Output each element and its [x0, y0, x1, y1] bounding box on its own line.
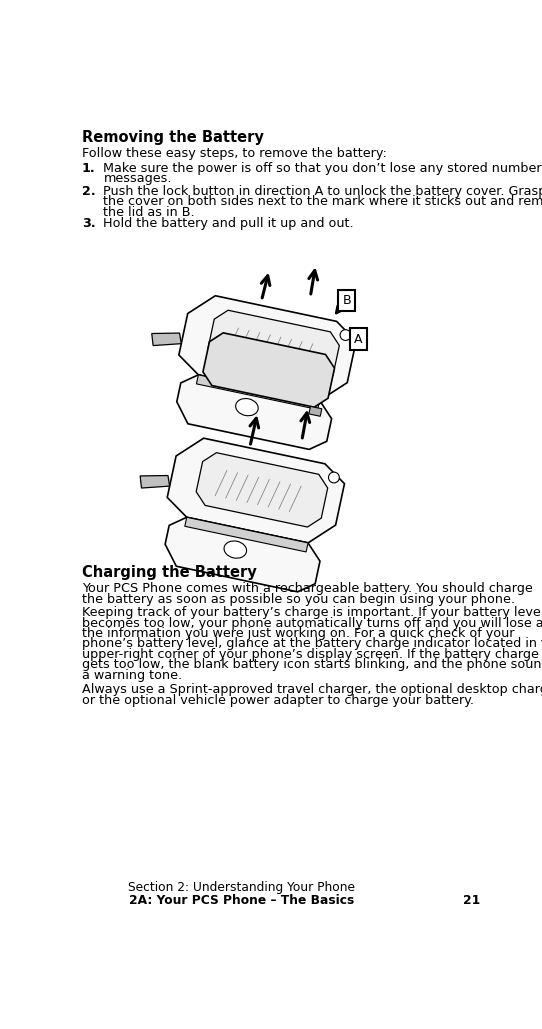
Text: Hold the battery and pull it up and out.: Hold the battery and pull it up and out. [104, 217, 354, 230]
Text: 2A: Your PCS Phone – The Basics: 2A: Your PCS Phone – The Basics [129, 894, 354, 908]
Polygon shape [165, 518, 320, 592]
Text: messages.: messages. [104, 173, 172, 185]
Text: Keeping track of your battery’s charge is important. If your battery level: Keeping track of your battery’s charge i… [82, 606, 542, 619]
Text: the battery as soon as possible so you can begin using your phone.: the battery as soon as possible so you c… [82, 593, 515, 606]
Text: 2.: 2. [82, 185, 95, 198]
Text: Always use a Sprint-approved travel charger, the optional desktop charger: Always use a Sprint-approved travel char… [82, 683, 542, 697]
Text: phone’s battery level, glance at the battery charge indicator located in the: phone’s battery level, glance at the bat… [82, 637, 542, 650]
Polygon shape [140, 475, 170, 488]
Text: Section 2: Understanding Your Phone: Section 2: Understanding Your Phone [127, 881, 354, 894]
Circle shape [340, 329, 351, 341]
Text: a warning tone.: a warning tone. [82, 669, 182, 681]
Text: becomes too low, your phone automatically turns off and you will lose all: becomes too low, your phone automaticall… [82, 616, 542, 630]
Text: Your PCS Phone comes with a rechargeable battery. You should charge: Your PCS Phone comes with a rechargeable… [82, 582, 532, 596]
Text: the lid as in B.: the lid as in B. [104, 206, 195, 219]
Polygon shape [152, 333, 181, 346]
Circle shape [328, 472, 339, 483]
Polygon shape [208, 310, 339, 385]
Text: the information you were just working on. For a quick check of your: the information you were just working on… [82, 627, 514, 640]
Text: Make sure the power is off so that you don’t lose any stored numbers or: Make sure the power is off so that you d… [104, 162, 542, 175]
Text: the cover on both sides next to the mark where it sticks out and remove: the cover on both sides next to the mark… [104, 196, 542, 209]
Text: or the optional vehicle power adapter to charge your battery.: or the optional vehicle power adapter to… [82, 694, 474, 707]
Polygon shape [177, 375, 332, 450]
Text: B: B [343, 294, 351, 307]
Polygon shape [196, 375, 320, 410]
Polygon shape [167, 438, 345, 543]
Text: 21: 21 [463, 894, 480, 908]
Text: 1.: 1. [82, 162, 95, 175]
Polygon shape [196, 453, 328, 527]
Text: upper-right corner of your phone’s display screen. If the battery charge: upper-right corner of your phone’s displ… [82, 648, 539, 661]
Text: A: A [354, 332, 363, 346]
Text: Follow these easy steps, to remove the battery:: Follow these easy steps, to remove the b… [82, 146, 386, 159]
Text: gets too low, the blank battery icon starts blinking, and the phone sounds: gets too low, the blank battery icon sta… [82, 659, 542, 671]
Polygon shape [203, 332, 334, 407]
Text: Push the lock button in direction A to unlock the battery cover. Grasp: Push the lock button in direction A to u… [104, 185, 542, 198]
Ellipse shape [224, 541, 247, 558]
Polygon shape [179, 295, 356, 400]
Polygon shape [185, 518, 308, 552]
Polygon shape [309, 406, 322, 417]
Text: Charging the Battery: Charging the Battery [82, 566, 256, 580]
Text: Removing the Battery: Removing the Battery [82, 130, 263, 145]
Text: 3.: 3. [82, 217, 95, 230]
Ellipse shape [236, 398, 258, 416]
